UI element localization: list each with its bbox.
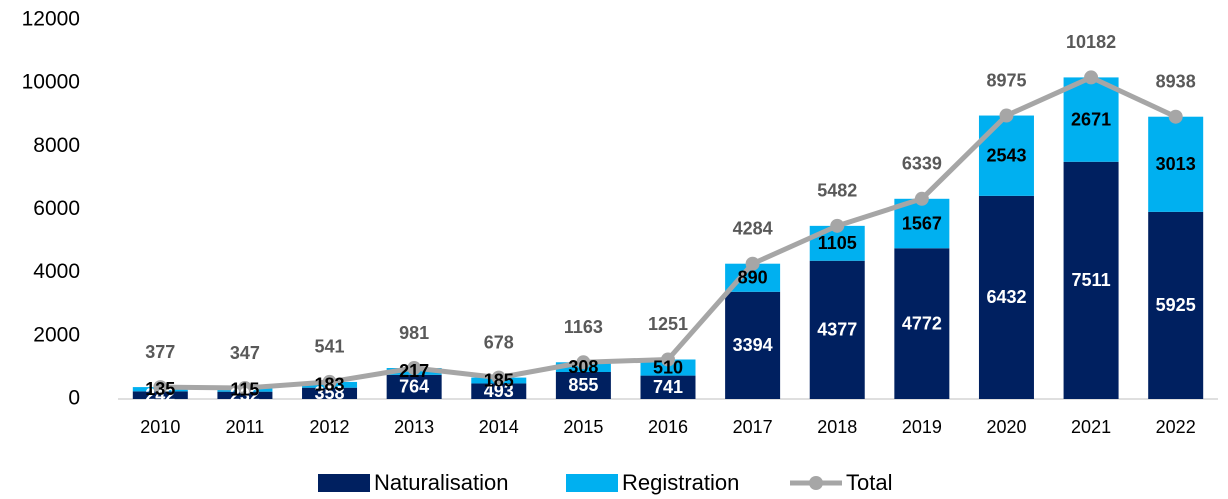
legend-label: Registration bbox=[622, 470, 739, 495]
x-tick-label: 2017 bbox=[733, 417, 773, 437]
bar-value-label: 3394 bbox=[733, 335, 773, 355]
y-tick-label: 4000 bbox=[33, 260, 80, 283]
bar-value-label: 4377 bbox=[817, 320, 857, 340]
total-value-label: 1163 bbox=[564, 317, 603, 337]
bar-value-label: 3013 bbox=[1156, 154, 1196, 174]
bar-value-label: 217 bbox=[399, 361, 429, 381]
total-marker bbox=[491, 370, 506, 385]
bar bbox=[386, 374, 442, 399]
bar-value-label: 1567 bbox=[902, 213, 942, 233]
bar bbox=[555, 371, 611, 399]
total-value-label: 8975 bbox=[986, 70, 1026, 90]
bar-value-label: 741 bbox=[653, 377, 683, 397]
bar-value-label: 242 bbox=[145, 385, 175, 405]
total-value-label: 1251 bbox=[648, 314, 688, 334]
y-tick-label: 2000 bbox=[33, 323, 80, 346]
legend-swatch bbox=[318, 474, 370, 492]
bar bbox=[725, 291, 781, 399]
total-marker bbox=[1084, 70, 1099, 85]
bar bbox=[1148, 116, 1204, 212]
total-marker bbox=[914, 191, 929, 206]
total-marker bbox=[999, 108, 1014, 123]
total-marker bbox=[153, 380, 168, 395]
x-tick-label: 2016 bbox=[648, 417, 688, 437]
bar bbox=[1063, 77, 1119, 162]
total-marker bbox=[661, 352, 675, 367]
bar bbox=[978, 195, 1034, 399]
x-tick-label: 2014 bbox=[479, 417, 519, 437]
x-tick-label: 2020 bbox=[986, 417, 1026, 437]
bar bbox=[809, 260, 865, 399]
bar-value-label: 232 bbox=[230, 385, 260, 405]
bar-value-label: 493 bbox=[484, 381, 514, 401]
total-value-label: 541 bbox=[315, 337, 345, 357]
bar-value-label: 1105 bbox=[818, 233, 857, 253]
bar bbox=[1063, 161, 1119, 399]
total-value-label: 6339 bbox=[902, 154, 942, 174]
x-tick-label: 2013 bbox=[394, 417, 434, 437]
y-tick-label: 8000 bbox=[33, 134, 80, 157]
bar bbox=[302, 387, 358, 399]
y-tick-label: 10000 bbox=[22, 71, 80, 94]
bar bbox=[471, 383, 527, 399]
total-value-label: 347 bbox=[230, 343, 260, 363]
total-marker bbox=[745, 256, 760, 271]
bar bbox=[640, 375, 696, 399]
total-marker bbox=[830, 218, 845, 233]
bar bbox=[217, 391, 273, 399]
y-tick-label: 6000 bbox=[33, 197, 80, 220]
legend-label: Total bbox=[846, 470, 892, 495]
bar-value-label: 115 bbox=[230, 380, 259, 400]
x-tick-label: 2012 bbox=[310, 417, 350, 437]
bar bbox=[1148, 211, 1204, 399]
x-tick-label: 2018 bbox=[817, 417, 857, 437]
bar-value-label: 510 bbox=[653, 357, 683, 377]
total-marker bbox=[1168, 109, 1183, 124]
bar-value-label: 764 bbox=[399, 377, 429, 397]
total-marker bbox=[322, 374, 337, 389]
total-marker bbox=[407, 361, 422, 376]
y-tick-label: 0 bbox=[68, 387, 80, 410]
bar bbox=[132, 391, 188, 399]
bar bbox=[640, 359, 696, 376]
bar-value-label: 2543 bbox=[986, 145, 1026, 165]
y-tick-label: 12000 bbox=[22, 8, 80, 31]
x-tick-label: 2019 bbox=[902, 417, 942, 437]
bar-value-label: 135 bbox=[145, 379, 175, 399]
x-tick-label: 2015 bbox=[563, 417, 603, 437]
total-value-label: 377 bbox=[145, 342, 175, 362]
bar-value-label: 185 bbox=[484, 370, 514, 390]
bar-value-label: 308 bbox=[568, 357, 598, 377]
total-value-label: 4284 bbox=[733, 218, 773, 238]
bar-value-label: 5925 bbox=[1156, 295, 1196, 315]
bar-value-label: 855 bbox=[568, 375, 598, 395]
bar-value-label: 890 bbox=[738, 268, 768, 288]
total-value-label: 5482 bbox=[817, 181, 857, 201]
bar-value-label: 358 bbox=[315, 383, 345, 403]
legend-label: Naturalisation bbox=[374, 470, 509, 495]
legend-swatch bbox=[809, 476, 823, 490]
x-tick-label: 2010 bbox=[140, 417, 180, 437]
bar bbox=[978, 115, 1034, 196]
total-value-label: 678 bbox=[484, 332, 514, 352]
total-value-label: 8938 bbox=[1156, 71, 1196, 91]
bar-value-label: 183 bbox=[315, 375, 345, 395]
bar-value-label: 7511 bbox=[1072, 270, 1111, 290]
total-value-label: 981 bbox=[399, 323, 429, 343]
total-marker bbox=[576, 355, 591, 370]
total-value-label: 10182 bbox=[1066, 32, 1116, 52]
x-tick-label: 2011 bbox=[226, 417, 265, 437]
bar bbox=[894, 248, 950, 399]
x-tick-label: 2022 bbox=[1156, 417, 1196, 437]
legend-swatch bbox=[566, 474, 618, 492]
x-tick-label: 2021 bbox=[1071, 417, 1111, 437]
bar-value-label: 4772 bbox=[902, 313, 942, 333]
total-marker bbox=[237, 381, 252, 396]
bar-value-label: 2671 bbox=[1071, 109, 1111, 129]
bar-value-label: 6432 bbox=[986, 287, 1026, 307]
